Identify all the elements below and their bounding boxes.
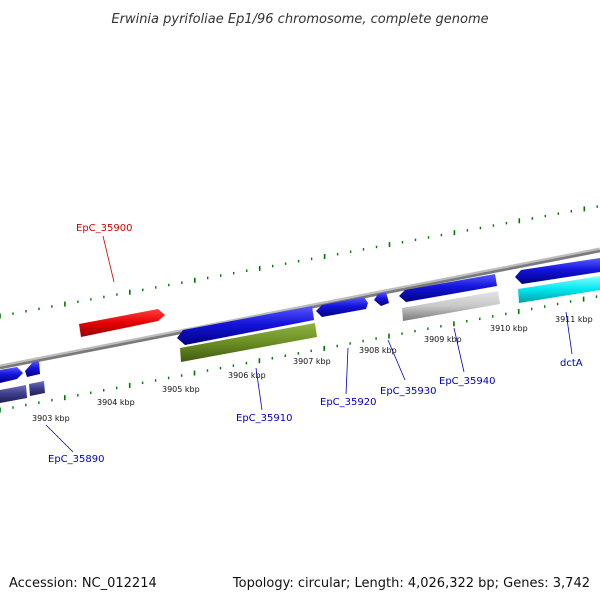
gene-left-fragment-2[interactable] xyxy=(25,361,40,377)
gene-epc-35940-forward[interactable] xyxy=(399,274,497,302)
gene-right-forward[interactable] xyxy=(515,258,600,284)
gene-labels: EpC_35900 EpC_35890 EpC_35910 EpC_35920 … xyxy=(48,223,583,465)
gene-epc-35890-bar-2[interactable] xyxy=(29,381,45,396)
gene-large-forward[interactable] xyxy=(177,306,314,345)
gene-label-epc-35890[interactable]: EpC_35890 xyxy=(48,454,104,465)
kbp-label: 3909 kbp xyxy=(424,335,462,344)
kbp-label: 3904 kbp xyxy=(97,398,135,407)
kbp-label: 3911 kbp xyxy=(555,315,593,324)
accession-text: Accession: NC_012214 xyxy=(9,576,157,591)
kbp-label: 3910 kbp xyxy=(490,324,528,333)
gene-label-epc-35910[interactable]: EpC_35910 xyxy=(236,413,292,424)
kbp-label: 3908 kbp xyxy=(359,346,397,355)
gene-epc-35940[interactable] xyxy=(402,291,500,321)
genome-summary-text: Topology: circular; Length: 4,026,322 bp… xyxy=(232,576,590,591)
kbp-label: 3906 kbp xyxy=(228,371,266,380)
gene-epc-35930[interactable] xyxy=(374,292,389,306)
gene-label-epc-35920[interactable]: EpC_35920 xyxy=(320,397,376,408)
gene-epc-35920[interactable] xyxy=(316,297,368,317)
gene-epc-35910[interactable] xyxy=(180,323,317,362)
map-title: Erwinia pyrifoliae Ep1/96 chromosome, co… xyxy=(111,12,488,27)
gene-label-epc-35900[interactable]: EpC_35900 xyxy=(76,223,132,234)
bottom-tick-scale xyxy=(0,295,598,413)
gene-label-dcta[interactable]: dctA xyxy=(560,358,583,369)
kbp-label: 3903 kbp xyxy=(32,414,70,423)
gene-label-epc-35930[interactable]: EpC_35930 xyxy=(380,386,436,397)
top-tick-scale xyxy=(0,205,598,319)
kbp-label: 3905 kbp xyxy=(162,385,200,394)
gene-dcta[interactable] xyxy=(518,276,600,303)
gene-epc-35900[interactable] xyxy=(79,309,165,337)
gene-features xyxy=(0,258,600,403)
gene-label-leaders xyxy=(45,235,573,453)
gene-epc-35890-bar-1[interactable] xyxy=(0,385,27,403)
kbp-scale-labels: 3903 kbp 3904 kbp 3905 kbp 3906 kbp 3907… xyxy=(32,315,593,423)
kbp-label: 3907 kbp xyxy=(293,357,331,366)
gene-label-epc-35940[interactable]: EpC_35940 xyxy=(439,376,495,387)
gene-left-fragment-1[interactable] xyxy=(0,367,23,383)
